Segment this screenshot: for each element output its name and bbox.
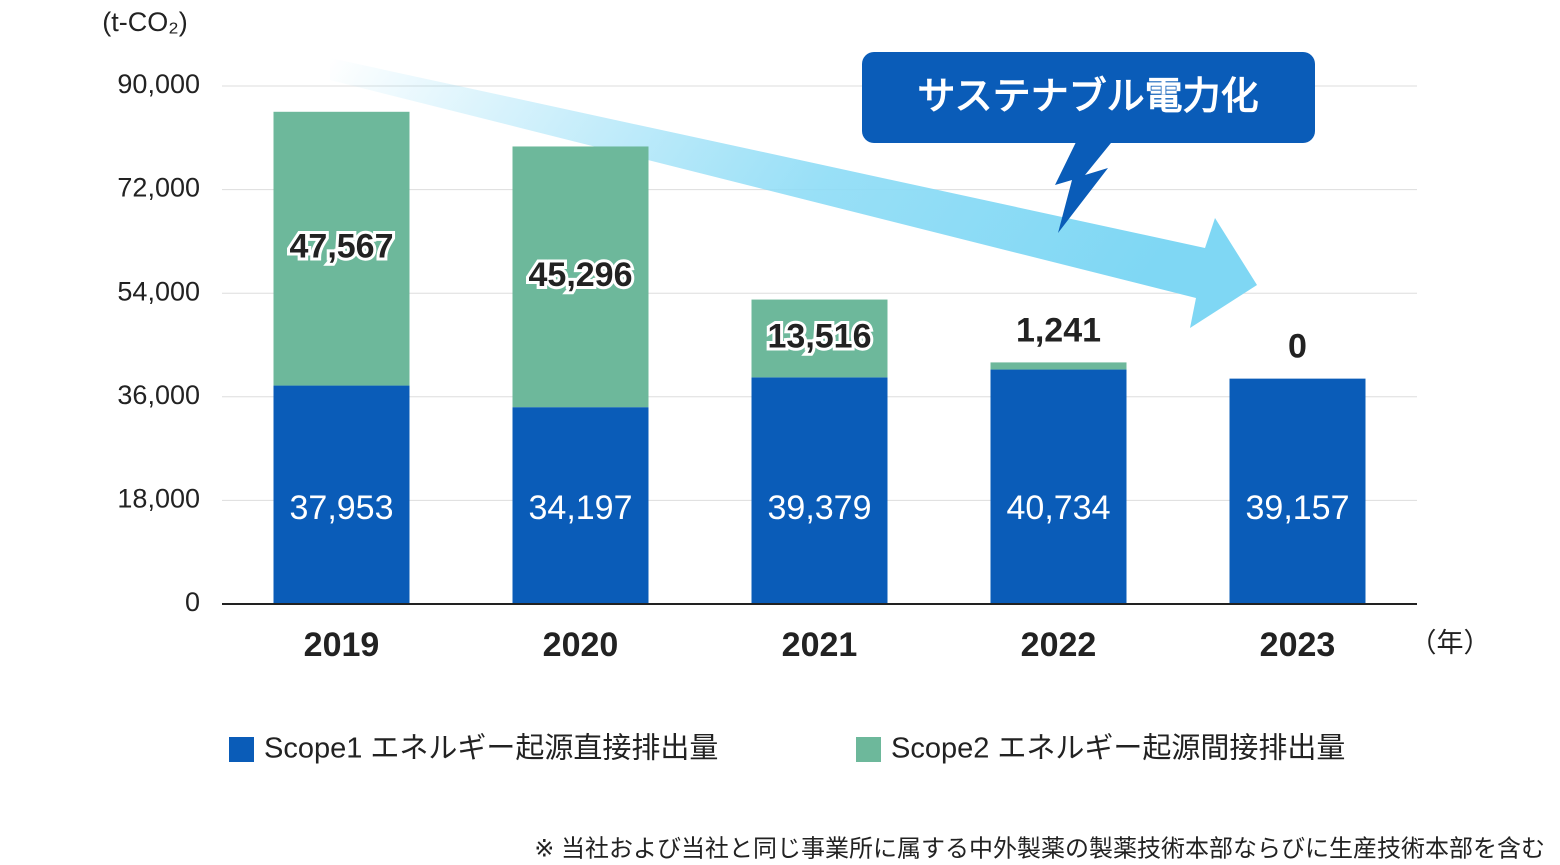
legend-swatch bbox=[229, 737, 254, 762]
bar-segment bbox=[990, 362, 1127, 370]
bar-segment bbox=[990, 369, 1127, 604]
y-tick-label: 90,000 bbox=[117, 69, 200, 99]
x-tick-label: 2023 bbox=[1260, 626, 1336, 664]
trend-arrow bbox=[330, 58, 1257, 328]
bar-segment bbox=[512, 407, 649, 604]
y-axis-title: (t-CO₂) bbox=[102, 7, 187, 37]
callout-box bbox=[862, 52, 1315, 143]
x-tick-label: 2019 bbox=[304, 626, 380, 664]
value-label: 13,516 bbox=[768, 317, 872, 355]
legend-label: Scope1 エネルギー起源直接排出量 bbox=[264, 732, 718, 765]
bar-segment bbox=[751, 299, 888, 378]
footnote: ※ 当社および当社と同じ事業所に属する中外製薬の製薬技術本部ならびに生産技術本部… bbox=[534, 835, 1545, 862]
x-tick-label: 2020 bbox=[543, 626, 619, 664]
x-tick-label: 2021 bbox=[782, 626, 858, 664]
value-label: 45,296 bbox=[529, 256, 633, 294]
x-axis-title: （年） bbox=[1410, 628, 1491, 658]
bar-segment bbox=[273, 111, 410, 386]
y-tick-label: 18,000 bbox=[117, 484, 200, 514]
value-label: 0 bbox=[1288, 328, 1307, 366]
legend-swatch bbox=[856, 737, 881, 762]
bar-segment bbox=[512, 146, 649, 408]
y-tick-label: 72,000 bbox=[117, 173, 200, 203]
value-label: 40,734 bbox=[1007, 489, 1111, 527]
value-label: 47,567 bbox=[290, 228, 394, 266]
value-label: 34,197 bbox=[529, 489, 633, 527]
bar-segment bbox=[1229, 378, 1366, 604]
y-tick-label: 54,000 bbox=[117, 276, 200, 306]
y-tick-label: 36,000 bbox=[117, 380, 200, 410]
bar-segment bbox=[273, 385, 410, 604]
bar-segment bbox=[751, 377, 888, 604]
value-label: 39,379 bbox=[768, 489, 872, 527]
callout-tail bbox=[1055, 138, 1115, 233]
value-label: 39,157 bbox=[1246, 489, 1350, 527]
x-tick-label: 2022 bbox=[1021, 626, 1097, 664]
legend-label: Scope2 エネルギー起源間接排出量 bbox=[891, 732, 1345, 765]
callout-text: サステナブル電力化 bbox=[917, 75, 1258, 118]
value-label: 37,953 bbox=[290, 489, 394, 527]
value-label: 1,241 bbox=[1016, 311, 1101, 349]
y-tick-label: 0 bbox=[185, 587, 200, 617]
